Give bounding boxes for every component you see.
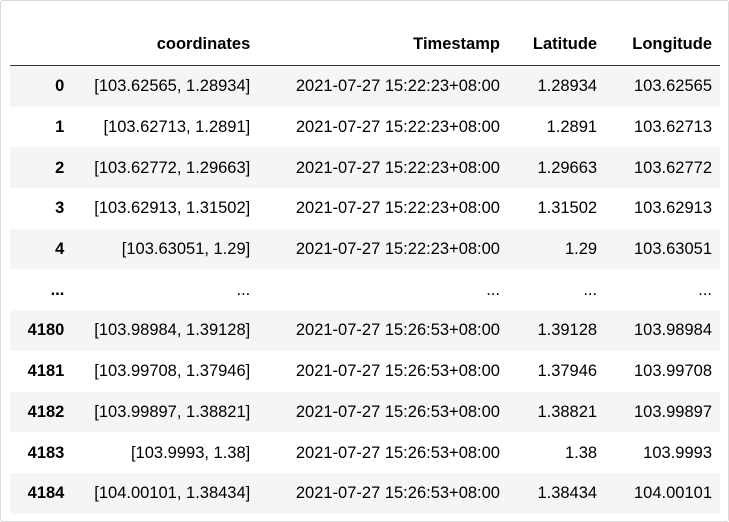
- cell-latitude: 1.2891: [546, 118, 598, 137]
- column-header-longitude: Longitude: [605, 22, 720, 66]
- ellipsis-row: ... ... ... ... ...: [10, 269, 720, 311]
- cell-timestamp: 2021-07-27 15:22:23+08:00: [295, 158, 500, 177]
- cell-latitude: 1.38821: [537, 402, 598, 421]
- cell-coordinates: [103.9993, 1.38]: [130, 443, 251, 462]
- table-row: 4181 [103.99708, 1.37946] 2021-07-27 15:…: [10, 350, 720, 392]
- cell-longitude: 104.00101: [634, 484, 712, 503]
- cell-latitude: 1.31502: [537, 199, 598, 218]
- cell-coordinates: [103.99897, 1.38821]: [94, 402, 251, 421]
- cell-latitude: 1.29: [564, 240, 598, 259]
- table-row: 4 [103.63051, 1.29] 2021-07-27 15:22:23+…: [10, 228, 720, 270]
- cell-coordinates: [103.99708, 1.37946]: [94, 362, 251, 381]
- dataframe-table: coordinates Timestamp Latitude Longitude…: [10, 22, 720, 514]
- cell-timestamp: 2021-07-27 15:26:53+08:00: [295, 484, 500, 503]
- row-index: 0: [55, 77, 65, 96]
- cell-latitude: 1.37946: [537, 362, 598, 381]
- cell-longitude: 103.62772: [634, 158, 712, 177]
- cell-longitude: 103.98984: [634, 321, 712, 340]
- row-index: 4: [55, 240, 65, 259]
- table-row: 4184 [104.00101, 1.38434] 2021-07-27 15:…: [10, 472, 720, 514]
- cell-timestamp: 2021-07-27 15:26:53+08:00: [295, 321, 500, 340]
- table-row: 4183 [103.9993, 1.38] 2021-07-27 15:26:5…: [10, 432, 720, 473]
- cell-timestamp: 2021-07-27 15:22:23+08:00: [295, 77, 500, 96]
- row-index: 3: [55, 199, 65, 218]
- row-index: ...: [50, 280, 65, 299]
- cell-coordinates: [104.00101, 1.38434]: [94, 484, 251, 503]
- table-row: 4182 [103.99897, 1.38821] 2021-07-27 15:…: [10, 391, 720, 433]
- cell-longitude: ...: [698, 280, 712, 299]
- cell-timestamp: 2021-07-27 15:26:53+08:00: [295, 443, 500, 462]
- header-row: coordinates Timestamp Latitude Longitude: [10, 22, 720, 66]
- cell-latitude: 1.28934: [537, 77, 598, 96]
- row-index: 4182: [27, 402, 65, 421]
- cell-timestamp: 2021-07-27 15:26:53+08:00: [295, 362, 500, 381]
- table-row: 4180 [103.98984, 1.39128] 2021-07-27 15:…: [10, 310, 720, 351]
- cell-coordinates: [103.63051, 1.29]: [121, 240, 251, 259]
- cell-latitude: 1.39128: [537, 321, 598, 340]
- cell-coordinates: [103.62713, 1.2891]: [103, 118, 251, 137]
- cell-longitude: 103.63051: [634, 240, 712, 259]
- cell-timestamp: 2021-07-27 15:22:23+08:00: [295, 199, 500, 218]
- table-row: 1 [103.62713, 1.2891] 2021-07-27 15:22:2…: [10, 106, 720, 148]
- row-index: 2: [55, 158, 65, 177]
- cell-timestamp: 2021-07-27 15:22:23+08:00: [295, 240, 500, 259]
- row-index: 4183: [27, 443, 65, 462]
- cell-longitude: 103.99708: [634, 362, 712, 381]
- cell-longitude: 103.62913: [634, 199, 712, 218]
- cell-coordinates: [103.62913, 1.31502]: [94, 199, 251, 218]
- cell-coordinates: [103.62772, 1.29663]: [94, 158, 251, 177]
- index-header: [10, 22, 73, 66]
- row-index: 4184: [27, 484, 65, 503]
- cell-coordinates: [103.62565, 1.28934]: [94, 77, 251, 96]
- cell-latitude: 1.29663: [537, 158, 598, 177]
- cell-longitude: 103.62565: [634, 77, 712, 96]
- column-header-coordinates: coordinates: [72, 22, 259, 66]
- cell-longitude: 103.62713: [634, 118, 712, 137]
- cell-longitude: 103.9993: [643, 443, 712, 462]
- cell-timestamp: 2021-07-27 15:26:53+08:00: [295, 402, 500, 421]
- cell-timestamp: ...: [486, 280, 500, 299]
- cell-latitude: ...: [583, 280, 598, 299]
- cell-timestamp: 2021-07-27 15:22:23+08:00: [295, 118, 500, 137]
- row-index: 1: [55, 118, 65, 137]
- column-header-latitude: Latitude: [507, 22, 606, 66]
- row-index: 4180: [27, 321, 65, 340]
- cell-coordinates: [103.98984, 1.39128]: [94, 321, 251, 340]
- table-row: 3 [103.62913, 1.31502] 2021-07-27 15:22:…: [10, 188, 720, 229]
- cell-latitude: 1.38434: [537, 484, 598, 503]
- cell-longitude: 103.99897: [634, 402, 712, 421]
- table-row: 0 [103.62565, 1.28934] 2021-07-27 15:22:…: [10, 65, 720, 107]
- column-header-timestamp: Timestamp: [258, 22, 508, 66]
- cell-latitude: 1.38: [564, 443, 598, 462]
- row-index: 4181: [27, 362, 65, 381]
- cell-coordinates: ...: [236, 280, 251, 299]
- table-row: 2 [103.62772, 1.29663] 2021-07-27 15:22:…: [10, 147, 720, 189]
